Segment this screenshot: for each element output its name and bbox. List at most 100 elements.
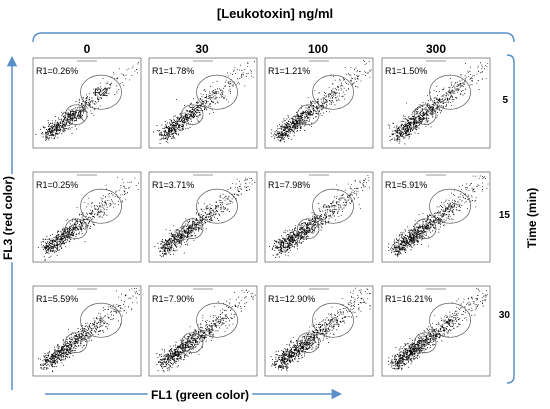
event-dot [239,188,241,190]
event-dot [204,103,206,105]
event-dot [301,235,303,237]
event-dot [280,127,282,129]
event-dot [280,252,282,254]
event-dot [61,239,62,241]
event-dot [412,110,414,112]
event-dot [84,225,86,227]
gate-r2 [196,74,238,110]
event-dot [181,119,182,121]
event-dot [169,122,170,124]
event-dot [334,88,336,90]
event-dot [470,66,471,68]
event-dot [281,132,283,134]
event-dot [313,225,315,227]
event-dot [126,69,128,71]
event-dot [289,121,291,123]
event-dot [478,71,479,72]
event-dot [179,130,181,131]
event-dot [189,226,191,228]
event-dot [173,124,174,126]
event-dot [48,122,49,124]
event-dot [246,73,248,75]
event-dot [203,101,205,103]
event-dot [70,110,72,112]
event-dot [205,108,207,110]
event-dot [209,210,211,212]
event-dot [168,130,170,132]
event-dot [287,255,289,257]
event-dot [52,240,54,242]
event-dot [451,96,453,98]
event-dot [131,67,133,69]
event-dot [425,107,427,109]
gate-r1-label: R1 [306,113,311,117]
event-dot [78,233,80,235]
event-dot [45,242,46,244]
event-dot [106,204,107,206]
event-dot [225,79,227,81]
event-dot [204,107,206,109]
event-dot [179,233,181,235]
event-dot [237,78,238,80]
event-dot [172,126,173,128]
event-dot [302,241,304,242]
event-dot [418,116,420,118]
event-dot [166,240,168,241]
event-dot [54,122,56,124]
event-dot [163,131,165,133]
event-dot [65,246,66,248]
event-dot [172,236,174,238]
event-dot [321,114,323,116]
event-dot [178,126,180,128]
event-dot [455,97,456,98]
event-dot [218,214,220,215]
event-dot [409,126,411,128]
event-dot [80,228,82,230]
event-dot [176,239,178,241]
event-dot [461,85,463,87]
event-dot [307,110,308,112]
event-dot [298,120,300,122]
event-dot [175,230,177,232]
event-dot [277,133,279,135]
event-dot [105,184,107,186]
event-dot [106,93,108,94]
event-dot [277,134,279,136]
event-dot [170,253,171,255]
event-dot [436,107,438,109]
event-dot [186,232,188,234]
event-dot [354,188,356,189]
event-dot [419,120,421,122]
event-dot [399,138,401,140]
event-dot [283,241,285,243]
event-dot [287,130,289,132]
event-dot [295,119,296,121]
event-dot [412,119,414,121]
event-dot [65,125,66,127]
event-dot [171,233,173,235]
event-dot [349,202,350,204]
event-dot [176,123,178,125]
event-dot [244,179,246,181]
event-dot [65,236,67,238]
event-dot [222,97,224,99]
event-dot [285,254,287,256]
event-dot [188,122,189,124]
event-dot [188,233,190,235]
event-dot [93,88,95,90]
event-dot [432,108,433,110]
event-dot [213,112,214,113]
event-dot [238,81,239,83]
event-dot [308,222,310,224]
event-dot [186,118,188,120]
event-dot [420,118,422,120]
event-dot [186,221,188,222]
event-dot [293,232,294,234]
event-dot [392,134,393,136]
event-dot [169,250,171,252]
event-dot [74,125,76,127]
event-dot [284,130,285,131]
event-dot [75,111,76,112]
event-dot [291,124,292,126]
event-dot [282,246,284,248]
